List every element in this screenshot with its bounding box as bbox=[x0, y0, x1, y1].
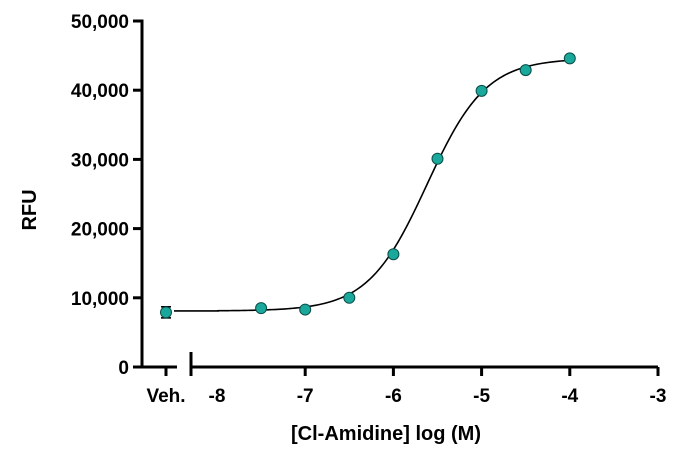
x-axis-title: [Cl-Amidine] log (M) bbox=[291, 423, 481, 445]
data-point bbox=[255, 302, 268, 315]
y-tick-label: 30,000 bbox=[71, 150, 129, 171]
data-point bbox=[431, 152, 444, 165]
axes bbox=[140, 19, 658, 376]
vehicle-point bbox=[160, 306, 172, 319]
y-tick-label: 50,000 bbox=[71, 12, 129, 33]
x-tick-label: -4 bbox=[561, 386, 578, 407]
y-axis-ticks: 0 10,000 20,000 30,000 40,000 50,000 bbox=[71, 12, 142, 379]
data-points bbox=[160, 52, 576, 319]
data-point bbox=[343, 291, 356, 304]
data-point bbox=[475, 84, 488, 97]
x-axis-ticks: -8 -7 -6 -5 -4 -3 Veh. bbox=[146, 367, 666, 407]
y-tick-label: 0 bbox=[118, 358, 129, 379]
data-point bbox=[563, 52, 576, 65]
vehicle-tick-label: Veh. bbox=[146, 386, 185, 407]
y-tick-label: 10,000 bbox=[71, 289, 129, 310]
data-point bbox=[387, 248, 400, 261]
data-point bbox=[519, 64, 532, 77]
x-tick-label: -3 bbox=[650, 386, 667, 407]
y-tick-label: 20,000 bbox=[71, 220, 129, 241]
y-axis-title: RFU bbox=[19, 189, 41, 230]
x-tick-label: -8 bbox=[209, 386, 226, 407]
y-tick-label: 40,000 bbox=[71, 81, 129, 102]
x-tick-label: -5 bbox=[473, 386, 490, 407]
fit-curve bbox=[216, 59, 570, 312]
x-tick-label: -6 bbox=[385, 386, 402, 407]
data-point bbox=[299, 303, 312, 316]
x-tick-label: -7 bbox=[297, 386, 314, 407]
